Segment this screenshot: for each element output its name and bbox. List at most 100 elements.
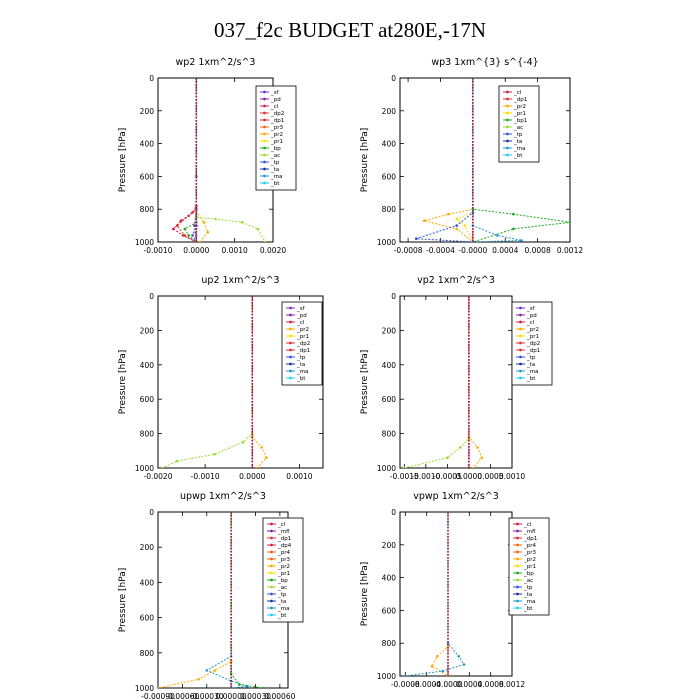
series-line-tp: [416, 78, 474, 242]
series-point: [446, 641, 450, 645]
x-tick-label: 0.0000: [183, 246, 209, 255]
legend-marker: [270, 585, 273, 589]
series-point: [187, 234, 190, 237]
y-tick-label: 200: [140, 107, 155, 116]
series-point: [214, 217, 217, 221]
legend-label: _pr2: [296, 327, 309, 333]
legend-marker: [270, 543, 273, 547]
series-point: [191, 234, 194, 237]
legend-marker: [263, 139, 266, 143]
legend-marker: [270, 529, 273, 533]
series-point: [430, 664, 434, 668]
legend-marker: [289, 306, 292, 310]
y-tick-label: 400: [382, 361, 397, 370]
legend-label: _dp2: [296, 341, 310, 347]
y-tick-label: 0: [391, 292, 396, 301]
legend-label: _sf: [526, 306, 536, 312]
legend-label: _pr2: [526, 327, 539, 333]
legend-marker: [270, 578, 273, 582]
legend-marker: [519, 376, 522, 380]
y-axis-label: Pressure [hPa]: [118, 128, 128, 193]
series-point: [512, 227, 515, 231]
legend-label: _ma: [270, 174, 282, 180]
legend-marker: [516, 585, 519, 589]
legend-marker: [519, 362, 522, 366]
series-point: [158, 686, 160, 688]
legend-marker: [270, 606, 273, 610]
legend-label: _ma: [296, 369, 308, 375]
legend: _sf_pd_cl_dp2_dp1_pr3_pr2_pr1_bp_ac_tp_t…: [255, 85, 297, 191]
y-tick-label: 1000: [377, 464, 396, 473]
series-point: [476, 446, 479, 449]
legend-label: _ma: [277, 606, 289, 612]
y-tick-label: 600: [140, 614, 155, 623]
y-tick-label: 0: [149, 292, 154, 301]
y-tick-label: 400: [382, 574, 397, 583]
legend: _cl_dp1_pr2_pr1_bp1_ac_tp_ta_ma_bt: [498, 85, 540, 163]
y-tick-label: 0: [149, 74, 154, 83]
legend-marker: [516, 578, 519, 582]
series-point: [462, 663, 466, 666]
legend-marker: [506, 111, 509, 115]
series-point: [260, 446, 264, 449]
legend-marker: [270, 592, 273, 596]
legend-marker: [516, 606, 519, 610]
legend-marker: [270, 571, 273, 575]
legend-label: _pr1: [513, 111, 526, 117]
legend-label: _pr1: [277, 571, 290, 577]
x-tick-label: 0.0010: [499, 472, 525, 481]
series-point: [205, 669, 209, 672]
panel-3: up2 1xm^2/s^3 0 200 400 600 800 1000 Pressure […: [118, 275, 324, 481]
legend: _cl_mfl_dp1_dp4_pr4_pr3_pr2_pr1_bp_ac_tp…: [262, 517, 304, 623]
y-tick-label: 1000: [135, 238, 154, 247]
legend-label: _dp1: [526, 348, 540, 354]
panel-title: upwp 1xm^2/s^3: [180, 491, 266, 502]
x-tick-label: -0.0000: [458, 246, 487, 255]
legend-marker: [516, 536, 519, 540]
legend-label: _ta: [523, 592, 532, 598]
legend-label: _ta: [277, 599, 286, 605]
legend-label: _pr2: [523, 557, 536, 563]
y-tick-label: 200: [140, 543, 155, 552]
legend-label: _tp: [270, 160, 280, 166]
legend-label: _pr1: [270, 139, 283, 145]
y-axis-label: Pressure [hPa]: [360, 350, 370, 415]
legend-label: _ta: [296, 362, 305, 368]
legend-marker: [270, 536, 273, 540]
legend-marker: [519, 334, 522, 338]
legend-label: _cl: [296, 320, 305, 326]
legend-marker: [516, 557, 519, 561]
legend-label: _pd: [526, 313, 537, 319]
legend-marker: [289, 369, 292, 373]
legend-label: _ma: [526, 369, 538, 375]
series-point: [446, 456, 449, 460]
series-line-dp2: [176, 78, 197, 242]
legend-label: _ma: [513, 146, 525, 152]
y-tick-label: 200: [382, 326, 397, 335]
legend-label: _dp1: [296, 348, 310, 354]
legend-label: _ma: [523, 599, 535, 605]
series-point: [520, 239, 523, 242]
series-point: [198, 240, 202, 242]
x-tick-label: 0.0004: [492, 246, 518, 255]
panel-title: vpwp 1xm^2/s^3: [413, 491, 499, 502]
legend-label: _bp1: [513, 118, 527, 124]
legend-label: _dp1: [277, 536, 291, 542]
series-group: [414, 78, 570, 242]
legend-marker: [516, 564, 519, 568]
legend-label: _bp: [523, 571, 534, 577]
y-tick-label: 800: [140, 649, 155, 658]
series-point: [241, 221, 244, 224]
y-tick-label: 800: [140, 205, 155, 214]
series-point: [455, 224, 459, 227]
legend-marker: [519, 341, 522, 345]
legend-marker: [506, 125, 509, 129]
y-tick-label: 400: [140, 140, 155, 149]
series-point: [441, 669, 445, 673]
series-point: [262, 686, 265, 688]
series-point: [457, 655, 461, 658]
y-tick-label: 400: [140, 361, 155, 370]
series-line-ac: [195, 78, 266, 242]
x-tick-label: 0.0004: [456, 680, 482, 689]
panel-1: wp2 1xm^2/s^3 0 200 400 600 800 1000 Pressure […: [118, 57, 297, 255]
